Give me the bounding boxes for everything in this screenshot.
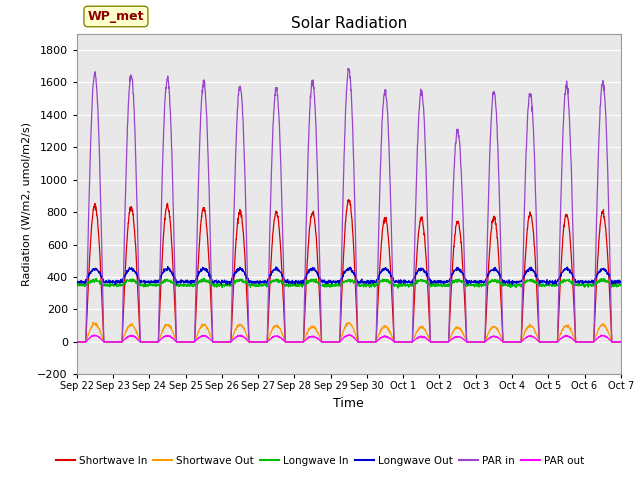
Text: WP_met: WP_met [88,10,144,23]
X-axis label: Time: Time [333,397,364,410]
Legend: Shortwave In, Shortwave Out, Longwave In, Longwave Out, PAR in, PAR out: Shortwave In, Shortwave Out, Longwave In… [52,452,588,470]
Title: Solar Radiation: Solar Radiation [291,16,407,31]
Y-axis label: Radiation (W/m2, umol/m2/s): Radiation (W/m2, umol/m2/s) [22,122,32,286]
